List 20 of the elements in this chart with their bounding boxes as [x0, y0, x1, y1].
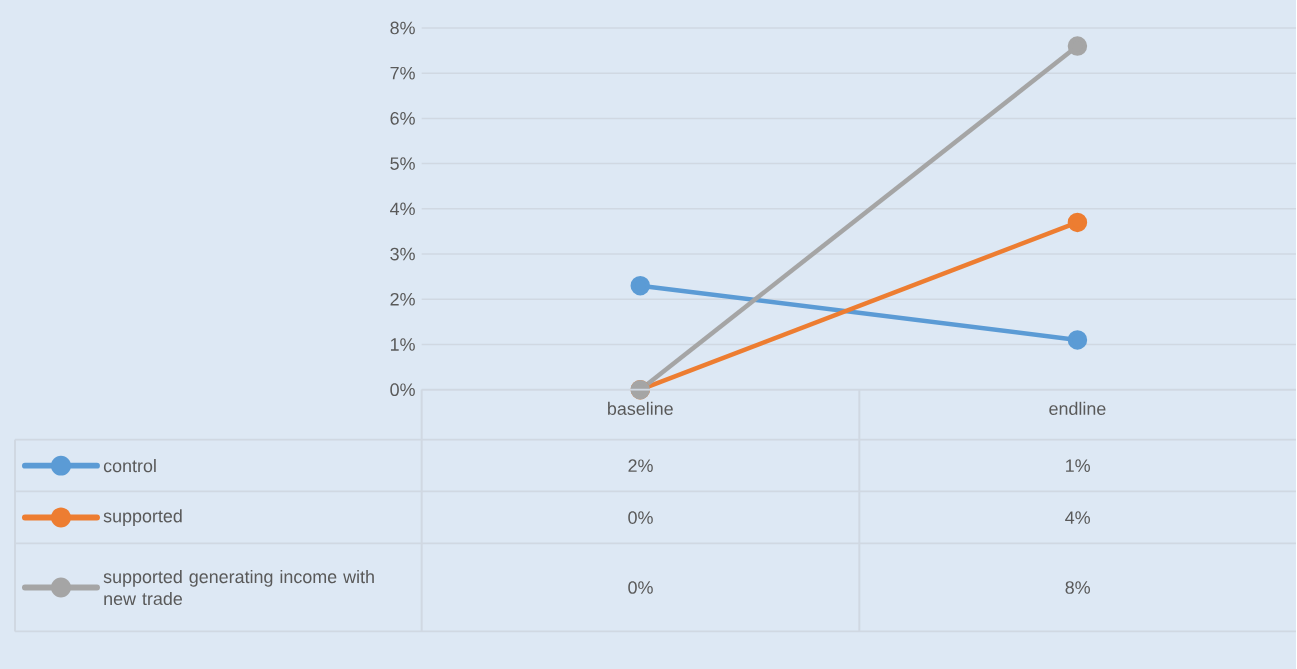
x-tick-label: endline — [1049, 401, 1106, 415]
data-label: 1% — [1066, 459, 1090, 472]
y-tick-label: 2% — [390, 292, 415, 306]
y-tick-label: 7% — [390, 66, 415, 80]
y-tick-label: 6% — [390, 111, 415, 125]
data-label: 0% — [628, 511, 653, 524]
y-tick-label: 4% — [390, 202, 415, 215]
data-label: 8% — [1065, 580, 1090, 594]
data-label: 0% — [628, 580, 653, 594]
y-tick-label: 3% — [390, 247, 415, 261]
legend-label: supported — [103, 509, 182, 526]
y-tick-label: 5% — [390, 157, 415, 170]
x-tick-label: baseline — [608, 401, 673, 415]
y-tick-label: 8% — [390, 21, 415, 35]
legend-label: control — [103, 458, 156, 472]
data-label: 2% — [628, 459, 653, 472]
legend-label: supported generating income with new trade — [103, 569, 374, 605]
y-tick-label: 0% — [390, 383, 415, 396]
y-tick-label: 1% — [390, 337, 415, 351]
data-label: 4% — [1065, 511, 1090, 524]
